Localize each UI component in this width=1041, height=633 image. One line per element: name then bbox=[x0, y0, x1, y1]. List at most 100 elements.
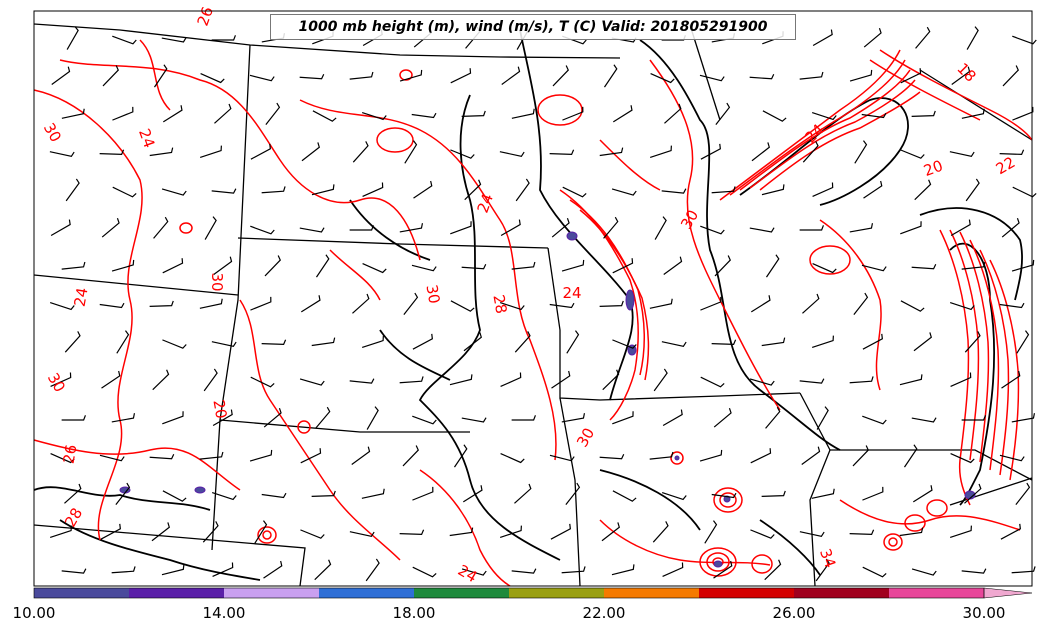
wind-barb bbox=[799, 71, 824, 80]
wind-barb bbox=[61, 108, 85, 119]
wind-barb bbox=[650, 72, 675, 84]
wind-barb bbox=[402, 445, 419, 467]
wind-barb bbox=[463, 332, 482, 352]
temperature-closed-contours bbox=[179, 69, 948, 577]
wind-barb bbox=[65, 178, 80, 202]
wind-barb bbox=[361, 488, 385, 499]
wind-barb bbox=[66, 26, 79, 50]
wind-barb bbox=[162, 339, 187, 349]
wind-barb bbox=[349, 378, 375, 384]
wind-barb bbox=[700, 376, 725, 388]
contour-label: 24 bbox=[135, 126, 158, 150]
wind-barb bbox=[300, 529, 325, 539]
wind-barb bbox=[254, 520, 268, 544]
wind-barb bbox=[51, 66, 71, 85]
wind-barb bbox=[261, 492, 287, 499]
wind-barb bbox=[561, 413, 586, 423]
wind-barb bbox=[661, 492, 687, 501]
wind-barb bbox=[603, 216, 619, 239]
wind-barb bbox=[816, 406, 829, 430]
wind-barb bbox=[663, 256, 683, 275]
wind-barb bbox=[761, 337, 786, 347]
contour-label: 28 bbox=[489, 293, 510, 315]
wind-barb bbox=[811, 112, 837, 121]
wind-barb bbox=[961, 261, 986, 270]
wind-barb bbox=[1001, 218, 1020, 238]
wind-barb bbox=[799, 378, 825, 384]
colorbar-segment bbox=[604, 588, 700, 598]
wind-barb bbox=[761, 184, 785, 196]
wind-barb bbox=[361, 112, 387, 121]
wind-barb bbox=[812, 182, 834, 198]
wind-barb bbox=[961, 568, 987, 574]
colorbar-segment bbox=[414, 588, 510, 598]
wind-barb bbox=[349, 531, 375, 537]
contour-label: 20 bbox=[921, 157, 945, 180]
wind-barb bbox=[999, 149, 1025, 155]
wind-barb bbox=[950, 452, 975, 464]
wind-barb bbox=[399, 223, 424, 233]
wind-barb bbox=[913, 332, 932, 352]
wind-barb bbox=[549, 149, 575, 155]
wind-barb bbox=[250, 143, 271, 160]
wind-barb bbox=[449, 374, 473, 386]
wind-barb bbox=[449, 527, 474, 537]
colorbar bbox=[33, 587, 1033, 599]
wind-barb bbox=[1000, 523, 1021, 540]
wind-barb bbox=[550, 523, 571, 540]
wind-barb bbox=[49, 525, 72, 538]
wind-barb bbox=[749, 227, 775, 233]
wind-barb bbox=[399, 376, 424, 384]
wind-barb bbox=[399, 529, 425, 535]
wind-barb bbox=[765, 406, 781, 429]
wind-barb bbox=[749, 73, 775, 80]
wind-barb bbox=[1015, 482, 1031, 506]
wind-barb bbox=[1012, 186, 1037, 198]
map-border bbox=[33, 10, 1033, 587]
wind-barb bbox=[349, 71, 374, 80]
wind-barb bbox=[99, 454, 125, 462]
wind-barb bbox=[461, 263, 487, 270]
contour-label: 24 bbox=[562, 284, 581, 302]
wind-barb bbox=[265, 102, 281, 126]
wind-barb bbox=[200, 72, 225, 84]
wind-barb bbox=[951, 66, 971, 85]
wind-barb bbox=[211, 35, 237, 41]
wind-barb bbox=[1001, 370, 1021, 389]
wind-barb bbox=[612, 105, 633, 123]
colorbar-segment bbox=[699, 588, 795, 598]
wind-barb bbox=[999, 454, 1025, 462]
contour-label: 20 bbox=[209, 398, 230, 420]
wind-barb bbox=[199, 451, 224, 460]
wind-barb bbox=[862, 415, 887, 425]
wind-barb bbox=[861, 112, 887, 119]
wind-barb bbox=[112, 186, 137, 198]
wind-barb bbox=[101, 370, 121, 389]
wind-barb bbox=[1012, 35, 1037, 45]
wind-barb bbox=[713, 560, 733, 579]
wind-barb bbox=[362, 262, 387, 274]
wind-barb bbox=[802, 293, 820, 314]
wind-barb bbox=[250, 376, 275, 388]
wind-barb bbox=[311, 490, 336, 497]
wind-barb bbox=[611, 188, 637, 196]
wind-barb bbox=[599, 453, 625, 460]
wind-barb bbox=[453, 444, 468, 468]
wind-barb bbox=[862, 566, 887, 578]
colorbar-border bbox=[33, 587, 985, 599]
wind-barb bbox=[112, 35, 137, 45]
wind-barb bbox=[912, 485, 933, 503]
wind-barb bbox=[949, 525, 972, 538]
wind-barb bbox=[149, 147, 174, 157]
wind-barb bbox=[863, 28, 882, 48]
colorbar-extension-arrow bbox=[983, 587, 1033, 599]
wind-barb bbox=[199, 145, 222, 158]
contour-label: 26 bbox=[194, 4, 217, 28]
colorbar-tick-label: 10.00 bbox=[12, 604, 56, 622]
wind-barb bbox=[903, 444, 918, 468]
wind-barb bbox=[861, 264, 887, 272]
wind-barb bbox=[900, 149, 925, 159]
wind-barb bbox=[399, 69, 423, 82]
wind-barb bbox=[566, 330, 580, 354]
wind-barb bbox=[999, 302, 1025, 309]
